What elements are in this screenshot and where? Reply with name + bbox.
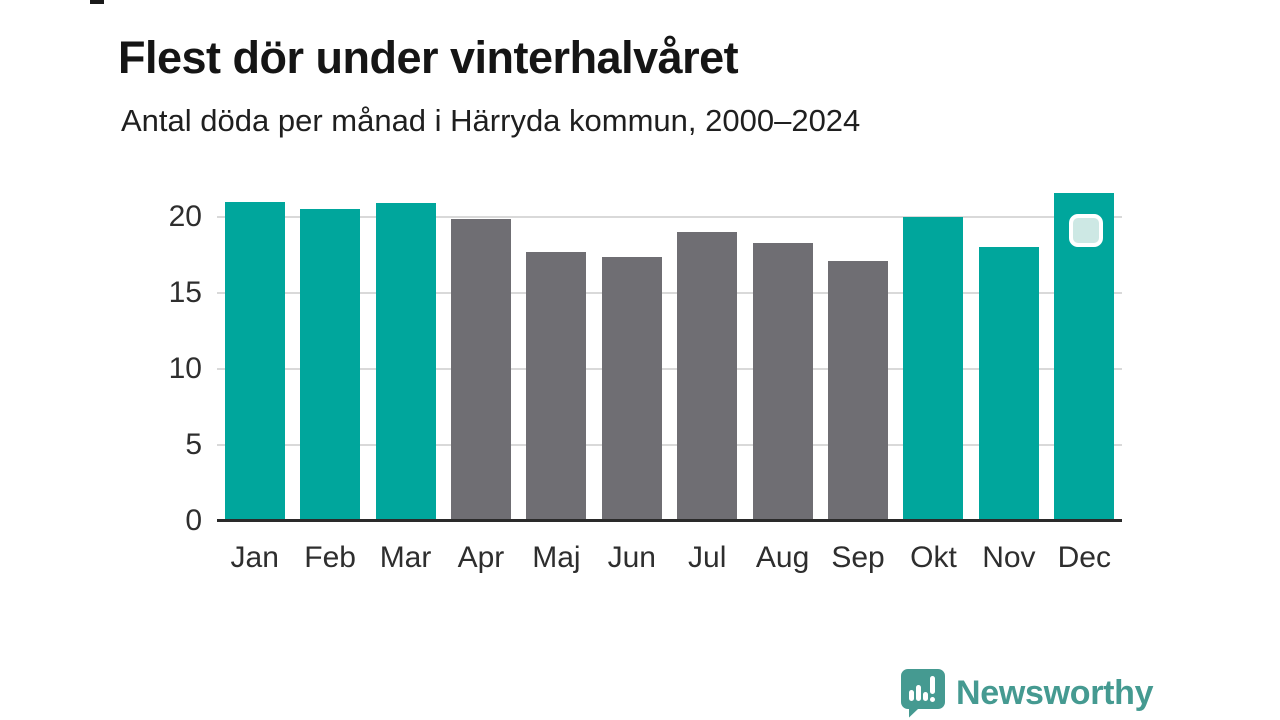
newsworthy-brand-text: Newsworthy xyxy=(956,674,1154,712)
bar-maj xyxy=(526,251,587,521)
newsworthy-logo-icon xyxy=(901,669,945,718)
page-title: Flest dör under vinterhalvåret xyxy=(118,32,739,84)
bar-dec xyxy=(1054,192,1115,521)
gridline-10 xyxy=(217,368,1122,370)
x-axis-label-jan: Jan xyxy=(230,541,279,574)
y-axis-tick-label: 5 xyxy=(185,428,202,461)
x-axis-label-mar: Mar xyxy=(379,541,432,574)
x-axis-label-dec: Dec xyxy=(1057,541,1111,574)
x-axis-label-jun: Jun xyxy=(607,541,656,574)
bar-jul xyxy=(677,232,738,521)
x-axis-label-jul: Jul xyxy=(688,541,727,574)
y-axis-tick-label: 15 xyxy=(168,276,202,309)
selection-handle-badge[interactable] xyxy=(1069,213,1104,247)
x-axis-line xyxy=(217,519,1122,522)
bar-nov xyxy=(978,247,1039,521)
x-axis-label-okt: Okt xyxy=(910,541,957,574)
bar-apr xyxy=(450,218,511,521)
y-axis-tick-label: 20 xyxy=(168,200,202,233)
x-axis-label-nov: Nov xyxy=(982,541,1036,574)
chart-subtitle: Antal döda per månad i Härryda kommun, 2… xyxy=(121,103,861,138)
x-axis-label-feb: Feb xyxy=(304,541,356,574)
x-axis-label-sep: Sep xyxy=(831,541,885,574)
bar-jun xyxy=(601,256,662,521)
x-axis-label-aug: Aug xyxy=(755,541,810,574)
gridline-20 xyxy=(217,216,1122,218)
screenshot-edge-artifact xyxy=(90,0,104,4)
gridline-15 xyxy=(217,292,1122,294)
bar-aug xyxy=(752,242,813,521)
x-axis-label-apr: Apr xyxy=(457,541,505,574)
y-axis-tick-label: 10 xyxy=(168,352,202,385)
y-axis-tick-label: 0 xyxy=(185,504,202,537)
bar-feb xyxy=(300,209,361,521)
bar-jan xyxy=(224,201,285,521)
x-axis-label-maj: Maj xyxy=(532,541,581,574)
bar-mar xyxy=(375,203,436,521)
bar-okt xyxy=(903,217,964,521)
bar-sep xyxy=(828,261,889,521)
gridline-5 xyxy=(217,444,1122,446)
